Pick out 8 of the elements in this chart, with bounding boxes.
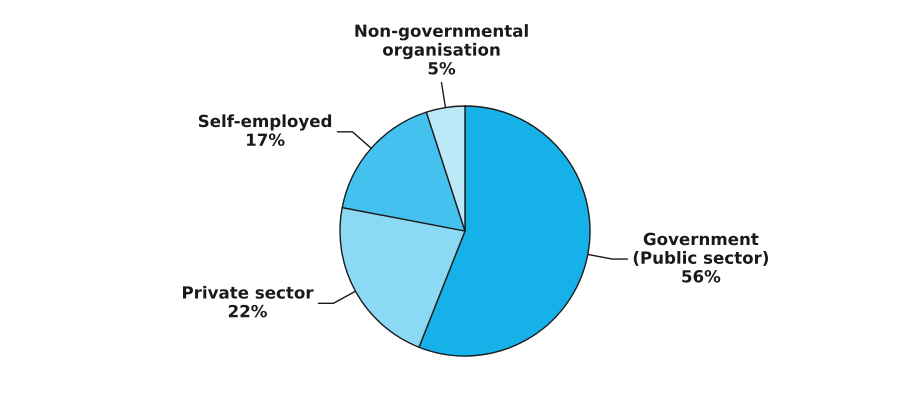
data-label: 17% <box>247 133 285 146</box>
data-label: 5% <box>428 62 456 75</box>
data-label: 56% <box>682 270 720 283</box>
slice-label: Private sector <box>183 286 314 299</box>
data-label: 22% <box>228 304 267 318</box>
slice-label: Non-governmental organisation <box>355 24 528 60</box>
slice-label: Government (Public sector) <box>634 232 768 266</box>
slice-label: Self-employed <box>198 114 332 131</box>
